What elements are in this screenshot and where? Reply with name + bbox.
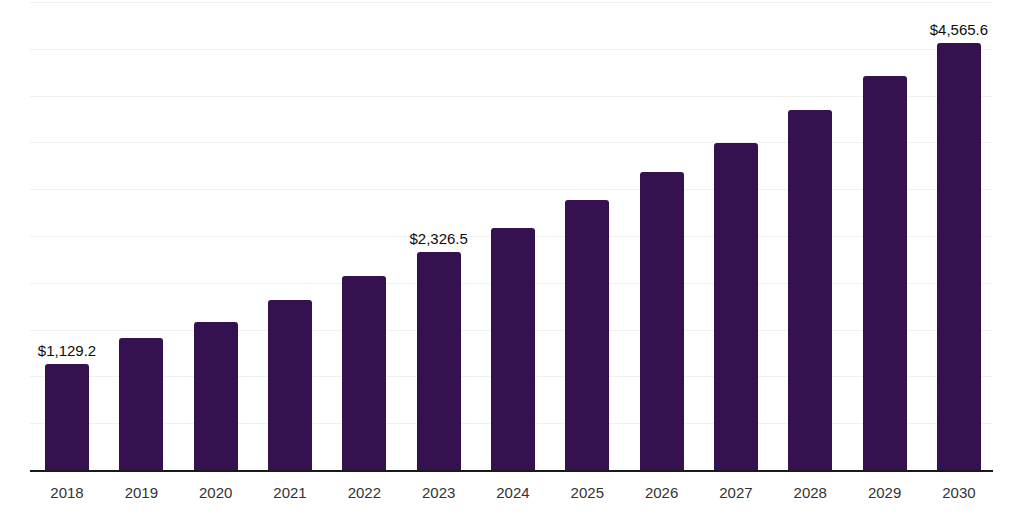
bar-2023: $2,326.5 <box>417 252 461 470</box>
bar-2021 <box>268 300 312 470</box>
bar-value-label-2018: $1,129.2 <box>38 343 96 358</box>
bar-2022 <box>342 276 386 470</box>
bar-2027 <box>714 143 758 470</box>
bar-slot-2020 <box>194 2 238 470</box>
bar-slot-2023: $2,326.5 <box>417 2 461 470</box>
bar-value-label-2030: $4,565.6 <box>930 22 988 37</box>
plot-area: $1,129.2 $2,326.5 $4,565.6 <box>30 2 993 472</box>
bars-row: $1,129.2 $2,326.5 $4,565.6 <box>30 2 993 470</box>
bar-slot-2024 <box>491 2 535 470</box>
x-tick-2018: 2018 <box>45 484 89 501</box>
x-tick-2024: 2024 <box>491 484 535 501</box>
bar-2030: $4,565.6 <box>937 43 981 470</box>
x-tick-2028: 2028 <box>788 484 832 501</box>
x-tick-2020: 2020 <box>194 484 238 501</box>
bar-2020 <box>194 322 238 470</box>
bar-2029 <box>863 76 907 470</box>
x-tick-2027: 2027 <box>714 484 758 501</box>
x-tick-2021: 2021 <box>268 484 312 501</box>
x-tick-2025: 2025 <box>565 484 609 501</box>
x-axis-tick-labels: 2018 2019 2020 2021 2022 2023 2024 2025 2026 2027… <box>30 484 993 501</box>
x-tick-2019: 2019 <box>119 484 163 501</box>
bar-slot-2029 <box>863 2 907 470</box>
x-tick-2026: 2026 <box>640 484 684 501</box>
x-tick-2029: 2029 <box>863 484 907 501</box>
x-tick-2030: 2030 <box>937 484 981 501</box>
x-tick-2022: 2022 <box>342 484 386 501</box>
bar-2019 <box>119 338 163 470</box>
bar-2028 <box>788 110 832 470</box>
bar-slot-2028 <box>788 2 832 470</box>
bar-2026 <box>640 172 684 470</box>
bar-2025 <box>565 200 609 470</box>
x-tick-2023: 2023 <box>417 484 461 501</box>
bar-2024 <box>491 228 535 470</box>
bar-slot-2026 <box>640 2 684 470</box>
bar-slot-2027 <box>714 2 758 470</box>
bar-slot-2022 <box>342 2 386 470</box>
bar-slot-2021 <box>268 2 312 470</box>
bar-slot-2019 <box>119 2 163 470</box>
bar-value-label-2023: $2,326.5 <box>409 231 467 246</box>
bar-slot-2018: $1,129.2 <box>45 2 89 470</box>
bar-2018: $1,129.2 <box>45 364 89 470</box>
bar-slot-2025 <box>565 2 609 470</box>
bar-slot-2030: $4,565.6 <box>937 2 981 470</box>
bar-chart: $1,129.2 $2,326.5 $4,565.6 2018 2019 2020 202… <box>0 0 1024 512</box>
